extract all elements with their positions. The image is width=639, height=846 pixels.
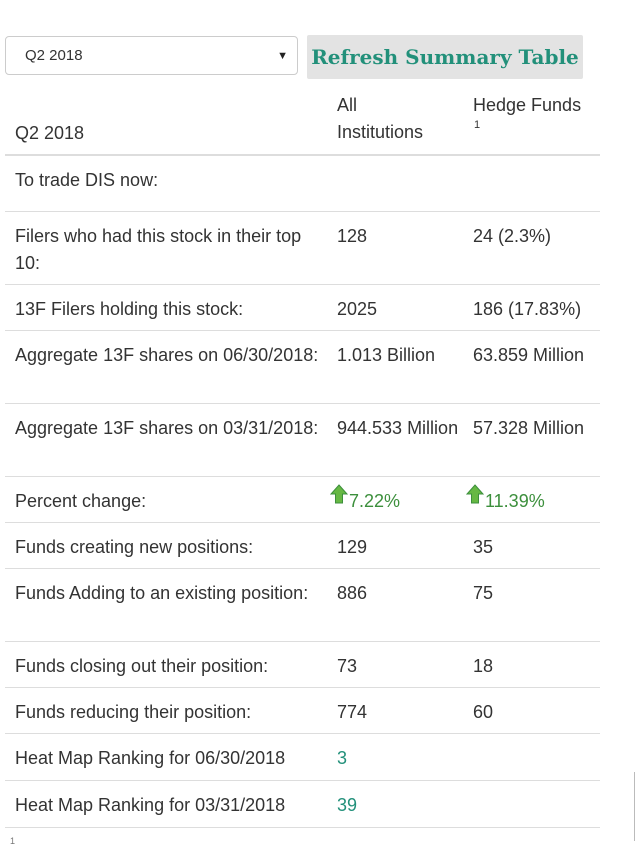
row-all-value: 2025 [337,299,378,319]
row-hedge-value: 35 [473,537,494,557]
summary-toolbar: Q2 2018 ▼ Refresh Summary Table [5,35,595,80]
row-label: Funds reducing their position: [15,702,252,722]
row-all-value: 128 [337,226,368,246]
green-up-arrow-icon [466,484,484,504]
row-label: Percent change: [15,491,147,511]
header-all-line2: Institutions [337,122,424,142]
percent-change-hedge: 11.39% [466,484,593,515]
row-label: To trade DIS now: [15,170,159,190]
table-row: Funds Adding to an existing position: 88… [5,569,600,642]
heat-map-rank-link[interactable]: 39 [337,795,358,815]
table-row: Heat Map Ranking for 06/30/2018 3 [5,734,600,781]
row-label: Aggregate 13F shares on 06/30/2018: [15,345,319,365]
row-label: Heat Map Ranking for 03/31/2018 [15,795,286,815]
table-row: Funds reducing their position: 774 60 [5,688,600,734]
row-all-value: 129 [337,537,368,557]
header-footnote-marker: 1 [474,119,481,131]
table-row: Percent change: 7.22% 11.39% [5,477,600,523]
header-all-line1: All [337,95,358,115]
table-row: To trade DIS now: [5,156,600,212]
table-row: 13F Filers holding this stock: 2025 186 … [5,285,600,331]
quarter-select[interactable]: Q2 2018 ▼ [5,36,298,75]
row-all-value: 1.013 Billion [337,345,436,365]
row-hedge-value: 57.328 Million [473,418,585,438]
row-all-value: 774 [337,702,368,722]
row-hedge-value: 60 [473,702,494,722]
percent-change-all: 7.22% [330,484,455,515]
table-row: Filers who had this stock in their top 1… [5,212,600,285]
header-hedge-line1: Hedge Funds [473,95,582,115]
header-quarter: Q2 2018 [15,123,85,143]
table-row: Heat Map Ranking for 03/31/2018 39 [5,781,600,828]
heat-map-rank-link[interactable]: 3 [337,748,348,768]
table-row: Funds creating new positions: 129 35 [5,523,600,569]
green-up-arrow-icon [330,484,348,504]
row-hedge-value: 18 [473,656,494,676]
row-hedge-value: 24 (2.3%) [473,226,552,246]
row-hedge-value: 75 [473,583,494,603]
row-hedge-value: 186 (17.83%) [473,299,582,319]
table-row: Aggregate 13F shares on 06/30/2018: 1.01… [5,331,600,404]
percent-change-hedge-value: 11.39% [485,491,545,511]
chevron-down-icon: ▼ [277,49,288,62]
quarter-select-value: Q2 2018 [25,47,83,64]
row-label: Funds closing out their position: [15,656,269,676]
row-label: Funds Adding to an existing position: [15,583,309,603]
row-label: Filers who had this stock in their top 1… [15,226,302,273]
header-all-institutions: All Institutions [337,92,423,146]
row-all-value: 886 [337,583,368,603]
row-label: Heat Map Ranking for 06/30/2018 [15,748,286,768]
header-hedge-funds: Hedge Funds 1 [473,92,581,131]
table-row: Funds closing out their position: 73 18 [5,642,600,688]
row-label: 13F Filers holding this stock: [15,299,244,319]
scrollbar-edge[interactable] [634,772,635,841]
footnote-marker: 1 [10,836,16,846]
refresh-summary-table-button[interactable]: Refresh Summary Table [307,35,583,79]
summary-table: Q2 2018 All Institutions Hedge Funds 1 T… [5,88,600,828]
table-row: Aggregate 13F shares on 03/31/2018: 944.… [5,404,600,477]
row-all-value: 73 [337,656,358,676]
row-hedge-value: 63.859 Million [473,345,585,365]
row-label: Aggregate 13F shares on 03/31/2018: [15,418,319,438]
percent-change-all-value: 7.22% [349,491,401,511]
row-label: Funds creating new positions: [15,537,254,557]
row-all-value: 944.533 Million [337,418,459,438]
table-header: Q2 2018 All Institutions Hedge Funds 1 [5,88,600,156]
